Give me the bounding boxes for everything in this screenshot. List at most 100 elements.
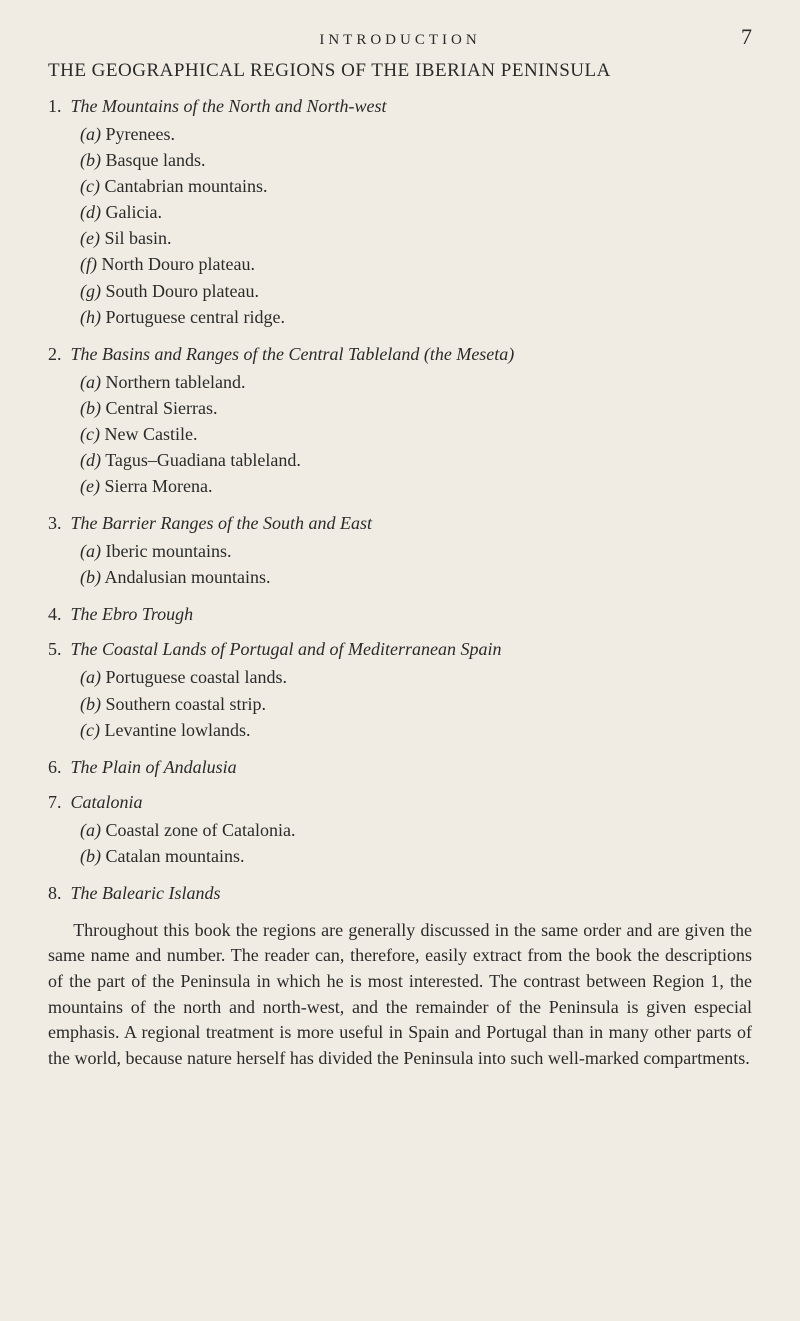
- item-text: Sierra Morena.: [104, 476, 212, 496]
- item-letter: (e): [80, 228, 100, 248]
- section-number: 3.: [48, 513, 66, 534]
- item-letter: (a): [80, 124, 101, 144]
- section-number: 5.: [48, 639, 66, 660]
- section-heading: 8. The Balearic Islands: [48, 883, 752, 904]
- item-text: Cantabrian mountains.: [104, 176, 267, 196]
- section: 4. The Ebro Trough: [48, 604, 752, 625]
- section-title: The Mountains of the North and North-wes…: [71, 96, 387, 116]
- item-letter: (b): [80, 398, 101, 418]
- list-item: (f) North Douro plateau.: [80, 251, 752, 277]
- item-letter: (b): [80, 150, 101, 170]
- section-number: 8.: [48, 883, 66, 904]
- item-letter: (f): [80, 254, 97, 274]
- section-heading: 1. The Mountains of the North and North-…: [48, 96, 752, 117]
- section-items: (a) Iberic mountains.(b) Andalusian moun…: [48, 538, 752, 590]
- list-item: (a) Coastal zone of Catalonia.: [80, 817, 752, 843]
- item-text: Tagus–Guadiana tableland.: [105, 450, 301, 470]
- list-item: (b) Central Sierras.: [80, 395, 752, 421]
- section-items: (a) Coastal zone of Catalonia.(b) Catala…: [48, 817, 752, 869]
- section-items: (a) Portuguese coastal lands.(b) Souther…: [48, 664, 752, 742]
- list-item: (e) Sierra Morena.: [80, 473, 752, 499]
- item-letter: (h): [80, 307, 101, 327]
- section-number: 6.: [48, 757, 66, 778]
- section: 3. The Barrier Ranges of the South and E…: [48, 513, 752, 590]
- list-item: (c) Levantine lowlands.: [80, 717, 752, 743]
- item-letter: (b): [80, 846, 101, 866]
- list-item: (c) New Castile.: [80, 421, 752, 447]
- section: 2. The Basins and Ranges of the Central …: [48, 344, 752, 499]
- item-text: South Douro plateau.: [106, 281, 259, 301]
- item-text: North Douro plateau.: [102, 254, 255, 274]
- section: 1. The Mountains of the North and North-…: [48, 96, 752, 330]
- list-item: (b) Andalusian mountains.: [80, 564, 752, 590]
- section: 5. The Coastal Lands of Portugal and of …: [48, 639, 752, 742]
- section-number: 1.: [48, 96, 66, 117]
- item-text: Northern tableland.: [106, 372, 246, 392]
- item-text: Galicia.: [106, 202, 162, 222]
- section: 7. Catalonia (a) Coastal zone of Cataloni…: [48, 792, 752, 869]
- section: 6. The Plain of Andalusia: [48, 757, 752, 778]
- section-title: The Coastal Lands of Portugal and of Med…: [71, 639, 502, 659]
- page-number: 7: [722, 24, 752, 50]
- item-text: Central Sierras.: [106, 398, 218, 418]
- section-number: 2.: [48, 344, 66, 365]
- item-text: New Castile.: [104, 424, 197, 444]
- section-number: 7.: [48, 792, 66, 813]
- item-letter: (c): [80, 424, 100, 444]
- section-heading: 6. The Plain of Andalusia: [48, 757, 752, 778]
- section-title: The Plain of Andalusia: [71, 757, 237, 777]
- section-heading: 3. The Barrier Ranges of the South and E…: [48, 513, 752, 534]
- section-heading: 4. The Ebro Trough: [48, 604, 752, 625]
- item-text: Basque lands.: [106, 150, 206, 170]
- list-item: (a) Pyrenees.: [80, 121, 752, 147]
- item-letter: (c): [80, 720, 100, 740]
- item-text: Southern coastal strip.: [106, 694, 266, 714]
- section-heading: 5. The Coastal Lands of Portugal and of …: [48, 639, 752, 660]
- list-item: (h) Portuguese central ridge.: [80, 304, 752, 330]
- running-head: INTRODUCTION: [78, 32, 722, 49]
- list-item: (g) South Douro plateau.: [80, 278, 752, 304]
- item-letter: (a): [80, 820, 101, 840]
- list-item: (a) Iberic mountains.: [80, 538, 752, 564]
- item-letter: (e): [80, 476, 100, 496]
- item-text: Portuguese central ridge.: [106, 307, 285, 327]
- item-letter: (a): [80, 372, 101, 392]
- list-item: (d) Galicia.: [80, 199, 752, 225]
- section-items: (a) Northern tableland.(b) Central Sierr…: [48, 369, 752, 499]
- list-item: (a) Northern tableland.: [80, 369, 752, 395]
- item-text: Levantine lowlands.: [104, 720, 250, 740]
- list-item: (b) Basque lands.: [80, 147, 752, 173]
- item-text: Sil basin.: [104, 228, 171, 248]
- list-item: (e) Sil basin.: [80, 225, 752, 251]
- list-item: (c) Cantabrian mountains.: [80, 173, 752, 199]
- item-letter: (a): [80, 667, 101, 687]
- section-title: The Basins and Ranges of the Central Tab…: [71, 344, 515, 364]
- page-header: INTRODUCTION 7: [48, 24, 752, 50]
- section-title: The Ebro Trough: [71, 604, 194, 624]
- body-paragraph: Throughout this book the regions are gen…: [48, 918, 752, 1071]
- list-item: (d) Tagus–Guadiana tableland.: [80, 447, 752, 473]
- list-item: (b) Catalan mountains.: [80, 843, 752, 869]
- section-heading: 2. The Basins and Ranges of the Central …: [48, 344, 752, 365]
- section-number: 4.: [48, 604, 66, 625]
- page-title: THE GEOGRAPHICAL REGIONS OF THE IBERIAN …: [48, 60, 752, 82]
- item-text: Coastal zone of Catalonia.: [106, 820, 296, 840]
- list-item: (b) Southern coastal strip.: [80, 691, 752, 717]
- section-heading: 7. Catalonia: [48, 792, 752, 813]
- item-letter: (d): [80, 202, 101, 222]
- section-title: The Balearic Islands: [71, 883, 221, 903]
- item-letter: (b): [80, 567, 101, 587]
- list-item: (a) Portuguese coastal lands.: [80, 664, 752, 690]
- sections-list: 1. The Mountains of the North and North-…: [48, 96, 752, 904]
- section-items: (a) Pyrenees.(b) Basque lands.(c) Cantab…: [48, 121, 752, 330]
- item-letter: (b): [80, 694, 101, 714]
- item-text: Catalan mountains.: [106, 846, 245, 866]
- item-letter: (d): [80, 450, 101, 470]
- item-text: Pyrenees.: [106, 124, 175, 144]
- section-title: Catalonia: [71, 792, 143, 812]
- item-letter: (g): [80, 281, 101, 301]
- section-title: The Barrier Ranges of the South and East: [71, 513, 372, 533]
- item-text: Iberic mountains.: [106, 541, 232, 561]
- item-text: Portuguese coastal lands.: [106, 667, 287, 687]
- item-text: Andalusian mountains.: [105, 567, 271, 587]
